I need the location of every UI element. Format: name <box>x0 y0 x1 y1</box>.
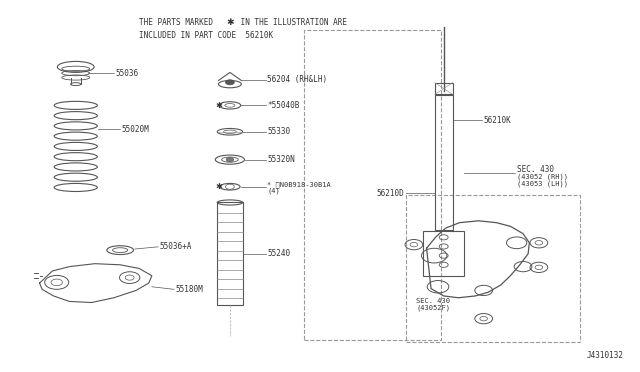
Text: 56210D: 56210D <box>376 189 404 198</box>
Bar <box>435 95 452 230</box>
Text: 55020M: 55020M <box>122 125 149 134</box>
Text: * ⓃN0B918-30B1A: * ⓃN0B918-30B1A <box>268 181 331 188</box>
Text: 55180M: 55180M <box>175 285 203 294</box>
Bar <box>435 83 452 94</box>
Text: INCLUDED IN PART CODE  56210K: INCLUDED IN PART CODE 56210K <box>139 31 273 39</box>
Text: 55330: 55330 <box>268 127 291 136</box>
Text: ✱: ✱ <box>226 19 234 28</box>
Text: (43053 (LH)): (43053 (LH)) <box>516 180 568 187</box>
Text: SEC. 430: SEC. 430 <box>417 298 451 304</box>
Text: (4): (4) <box>268 187 280 194</box>
Text: IN THE ILLUSTRATION ARE: IN THE ILLUSTRATION ARE <box>236 19 348 28</box>
Text: ✱: ✱ <box>216 101 223 110</box>
Circle shape <box>226 157 234 162</box>
Text: 55240: 55240 <box>268 249 291 258</box>
Text: 56204 (RH&LH): 56204 (RH&LH) <box>268 75 328 84</box>
Bar <box>406 195 580 342</box>
Text: J4310132: J4310132 <box>586 351 623 360</box>
Text: (43052F): (43052F) <box>417 304 451 311</box>
Text: ✱: ✱ <box>216 182 223 191</box>
Text: 56210K: 56210K <box>483 116 511 125</box>
Bar <box>424 231 464 276</box>
Text: THE PARTS MARKED: THE PARTS MARKED <box>139 19 213 28</box>
Text: SEC. 430: SEC. 430 <box>516 165 554 174</box>
Text: *55040B: *55040B <box>268 101 300 110</box>
Text: (43052 (RH)): (43052 (RH)) <box>516 174 568 180</box>
Bar <box>304 30 440 340</box>
Text: 55036+A: 55036+A <box>159 242 192 251</box>
Circle shape <box>225 80 234 85</box>
Bar <box>217 202 243 305</box>
Text: 55036: 55036 <box>115 69 138 78</box>
Text: 55320N: 55320N <box>268 155 295 164</box>
